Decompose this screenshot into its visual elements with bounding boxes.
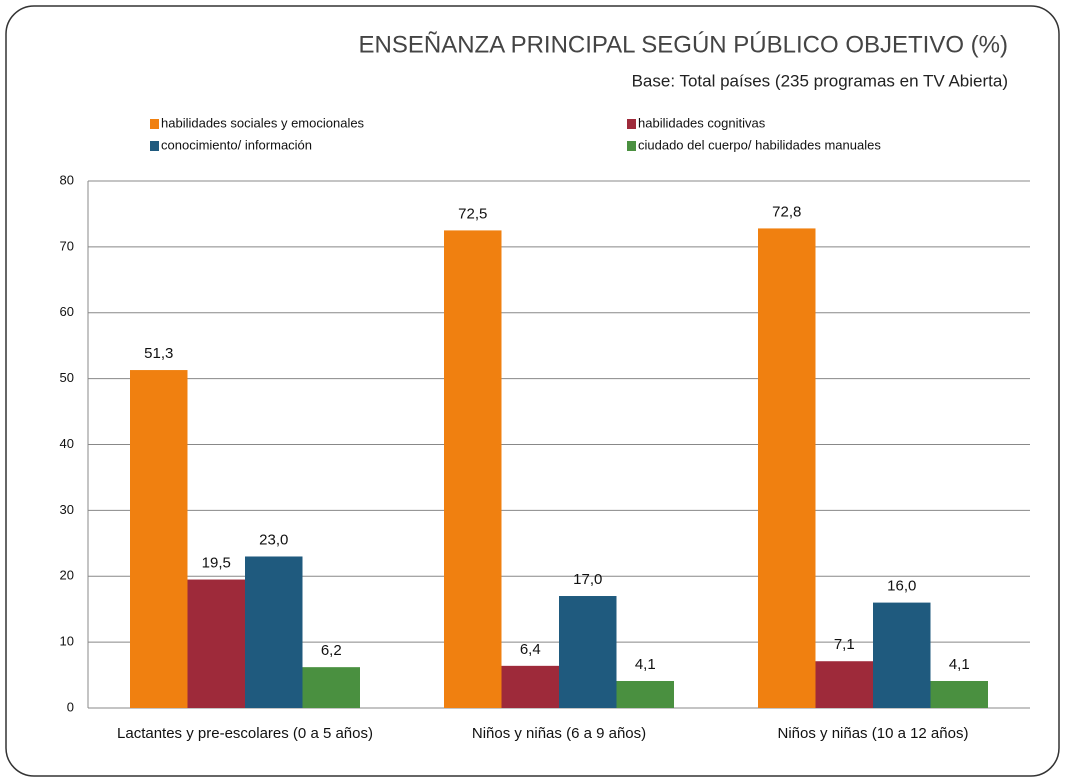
x-tick-label: Lactantes y pre-escolares (0 a 5 años) [117, 725, 373, 742]
data-label: 16,0 [887, 578, 916, 595]
y-tick-label: 10 [60, 634, 74, 649]
data-label: 23,0 [259, 531, 288, 548]
legend-label: habilidades sociales y emocionales [161, 115, 365, 130]
x-tick-label: Niños y niñas (6 a 9 años) [472, 725, 646, 742]
bar [815, 661, 873, 708]
legend-label: habilidades cognitivas [638, 115, 766, 130]
y-tick-label: 30 [60, 502, 74, 517]
data-label: 4,1 [635, 656, 656, 673]
legend-swatch [627, 141, 636, 151]
y-tick-label: 20 [60, 568, 74, 583]
bar [930, 680, 988, 708]
y-tick-label: 60 [60, 304, 74, 319]
y-tick-label: 40 [60, 436, 74, 451]
y-tick-label: 80 [60, 172, 74, 187]
data-label: 6,4 [520, 641, 541, 658]
bar [245, 556, 303, 708]
data-label: 19,5 [202, 555, 231, 572]
chart-title: ENSEÑANZA PRINCIPAL SEGÚN PÚBLICO OBJETI… [359, 31, 1008, 58]
legend-label: conocimiento/ información [161, 137, 312, 152]
bar [616, 680, 674, 708]
data-label: 72,8 [772, 203, 801, 220]
legend-label: ciudado del cuerpo/ habilidades manuales [638, 137, 881, 152]
bar [444, 230, 502, 708]
legend-swatch [150, 141, 159, 151]
y-tick-label: 70 [60, 238, 74, 253]
data-label: 17,0 [573, 571, 602, 588]
bar [302, 667, 360, 708]
data-label: 6,2 [321, 642, 342, 659]
x-tick-label: Niños y niñas (10 a 12 años) [778, 725, 969, 742]
bar [187, 579, 245, 708]
bar [758, 228, 816, 708]
bar [873, 602, 931, 708]
y-tick-label: 0 [67, 699, 74, 714]
chart-subtitle: Base: Total países (235 programas en TV … [632, 71, 1008, 90]
bar [130, 370, 188, 708]
y-tick-label: 50 [60, 370, 74, 385]
data-label: 51,3 [144, 345, 173, 362]
bar [501, 665, 559, 708]
legend-swatch [627, 119, 636, 129]
bar [559, 596, 617, 708]
legend-swatch [150, 119, 159, 129]
data-label: 7,1 [834, 636, 855, 653]
data-label: 4,1 [949, 656, 970, 673]
data-label: 72,5 [458, 205, 487, 222]
